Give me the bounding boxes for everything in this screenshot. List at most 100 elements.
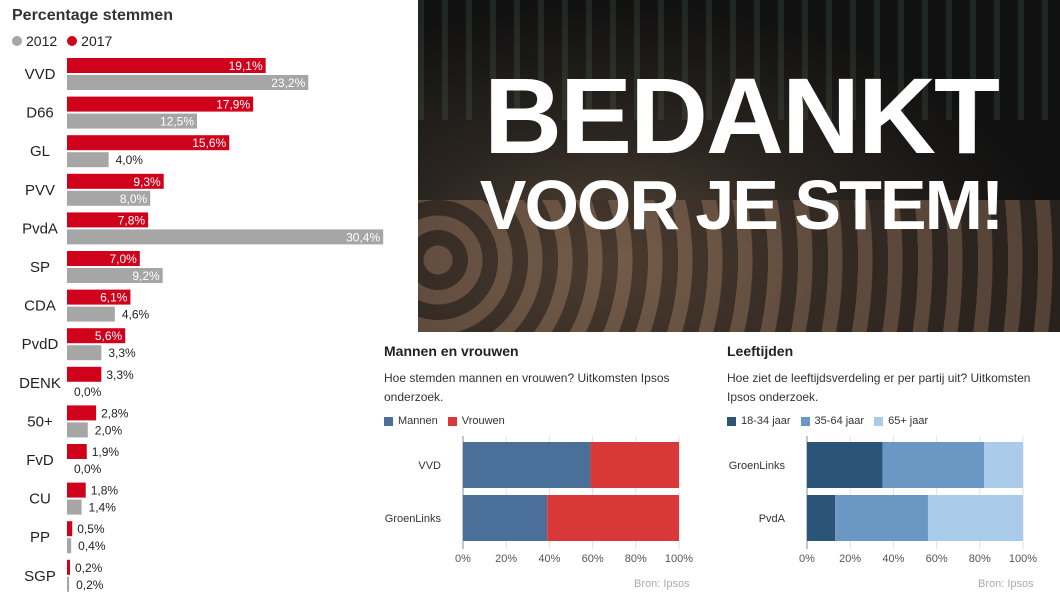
data-label-2012: 4,0% bbox=[116, 153, 144, 167]
bar-2012 bbox=[67, 499, 82, 515]
legend-swatch-65plus bbox=[874, 416, 884, 426]
data-label-2017: 7,8% bbox=[118, 213, 146, 227]
category-label: PvdA bbox=[22, 220, 58, 237]
data-label-2017: 0,5% bbox=[77, 522, 105, 536]
legend-swatch-mannen bbox=[384, 416, 393, 426]
data-label-2017: 1,8% bbox=[91, 484, 119, 498]
votes-bar-chart: VVD 19,1% 23,2% D66 17,9% 12,5% GL 15,6% 4,0% PVV… bbox=[19, 58, 384, 592]
data-label-2017: 7,0% bbox=[109, 252, 137, 266]
data-label-2012: 0,0% bbox=[74, 385, 102, 399]
crowd-photo-banner: BEDANKT VOOR JE STEM! bbox=[418, 0, 1060, 332]
stacked-segment bbox=[463, 442, 591, 488]
x-tick-label: 80% bbox=[625, 553, 647, 565]
bar-2017 bbox=[67, 366, 102, 382]
category-label: CU bbox=[29, 491, 51, 508]
category-label: GroenLinks bbox=[385, 513, 442, 525]
data-label-2017: 2,8% bbox=[101, 406, 129, 420]
data-label-2012: 23,2% bbox=[271, 76, 305, 90]
data-label-2017: 3,3% bbox=[106, 368, 134, 382]
bar-2012 bbox=[67, 306, 115, 322]
legend-item-2012: 2012 bbox=[12, 33, 57, 49]
stacked-segment bbox=[835, 495, 928, 541]
bar-2017 bbox=[67, 135, 230, 151]
category-label: VVD bbox=[25, 66, 56, 83]
legend-label-2012: 2012 bbox=[26, 33, 58, 49]
data-label-2017: 15,6% bbox=[192, 136, 226, 150]
x-tick-label: 60% bbox=[926, 553, 948, 565]
stacked-segment bbox=[463, 495, 548, 541]
bar-2017 bbox=[67, 405, 97, 421]
data-label-2017: 5,6% bbox=[95, 329, 123, 343]
category-label: VVD bbox=[418, 460, 441, 472]
bar-2012 bbox=[67, 422, 88, 438]
gender-stacked-chart: 0% 20% 40% 60% 80% 100% VVD GroenLinks bbox=[385, 436, 693, 565]
data-label-2017: 1,9% bbox=[92, 445, 120, 459]
data-label-2012: 0,4% bbox=[78, 539, 106, 553]
bar-2012 bbox=[67, 152, 109, 168]
x-tick-label: 40% bbox=[538, 553, 560, 565]
data-label-2012: 12,5% bbox=[160, 115, 194, 129]
stacked-segment bbox=[927, 495, 1023, 541]
legend-label-2017: 2017 bbox=[81, 33, 113, 49]
x-tick-label: 100% bbox=[1009, 553, 1037, 565]
category-label: CDA bbox=[24, 298, 56, 315]
data-label-2017: 19,1% bbox=[229, 59, 263, 73]
legend-swatch-vrouwen bbox=[447, 416, 457, 426]
gender-desc-line2: onderzoek. bbox=[384, 390, 444, 404]
votes-chart-panel: Percentage stemmen 2012 2017 VVD 19,1% 23,… bbox=[0, 0, 418, 596]
category-label: SGP bbox=[24, 568, 56, 585]
bar-2012 bbox=[67, 75, 309, 90]
banner-subheadline: VOOR JE STEM! bbox=[479, 166, 1004, 244]
age-desc-line1: Hoe ziet de leeftijdsverdeling er per pa… bbox=[727, 371, 1031, 385]
bar-2012 bbox=[67, 576, 70, 592]
category-label: PvdA bbox=[759, 513, 786, 525]
x-tick-label: 80% bbox=[969, 553, 991, 565]
legend-label-mannen: Mannen bbox=[398, 415, 438, 427]
legend-swatch-35-64 bbox=[800, 416, 810, 426]
bar-2017 bbox=[67, 289, 131, 305]
category-label: 50+ bbox=[27, 413, 53, 430]
x-tick-label: 20% bbox=[495, 553, 517, 565]
data-label-2012: 0,2% bbox=[76, 578, 104, 592]
stacked-segment bbox=[590, 442, 679, 488]
x-tick-label: 20% bbox=[839, 553, 861, 565]
legend-label-vrouwen: Vrouwen bbox=[461, 415, 505, 427]
data-label-2012: 1,4% bbox=[89, 501, 117, 515]
bar-2017 bbox=[67, 173, 164, 189]
data-label-2017: 17,9% bbox=[216, 98, 250, 112]
data-label-2017: 9,3% bbox=[133, 175, 161, 189]
chart-title: Percentage stemmen bbox=[12, 7, 173, 24]
category-label: PvdD bbox=[22, 336, 59, 353]
gender-title: Mannen en vrouwen bbox=[384, 343, 519, 359]
age-legend: 18-34 jaar 35-64 jaar 65+ jaar bbox=[727, 415, 928, 427]
data-label-2012: 9,2% bbox=[132, 269, 160, 283]
stage-lights bbox=[418, 0, 1060, 120]
data-label-2012: 0,0% bbox=[74, 462, 102, 476]
data-label-2012: 3,3% bbox=[108, 346, 136, 360]
gender-description: Hoe stemden mannen en vrouwen? Uitkomste… bbox=[384, 369, 670, 407]
bar-2012 bbox=[67, 345, 102, 361]
bar-2012 bbox=[67, 190, 151, 206]
gender-source: Bron: Ipsos bbox=[634, 578, 690, 590]
age-title: Leeftijden bbox=[727, 343, 794, 359]
stacked-segment bbox=[547, 495, 679, 541]
legend-label-18-34: 18-34 jaar bbox=[741, 415, 791, 427]
age-desc-line2: Ipsos onderzoek. bbox=[727, 390, 819, 404]
bar-2017 bbox=[67, 444, 87, 459]
bar-2017 bbox=[67, 559, 70, 575]
age-stacked-chart: 0% 20% 40% 60% 80% 100% GroenLinks PvdA bbox=[729, 436, 1037, 565]
bar-2017 bbox=[67, 521, 73, 537]
x-tick-label: 0% bbox=[799, 553, 815, 565]
age-source: Bron: Ipsos bbox=[978, 578, 1034, 590]
data-label-2012: 2,0% bbox=[95, 423, 123, 437]
gender-desc-line1: Hoe stemden mannen en vrouwen? Uitkomste… bbox=[384, 371, 670, 385]
crowd-image bbox=[418, 200, 1060, 332]
stacked-segment bbox=[807, 442, 883, 488]
legend-swatch-2017 bbox=[67, 36, 78, 46]
category-label: GroenLinks bbox=[729, 460, 786, 472]
stacked-segment bbox=[882, 442, 985, 488]
bar-2017 bbox=[67, 96, 254, 112]
data-label-2012: 8,0% bbox=[120, 192, 148, 206]
legend-item-2017: 2017 bbox=[67, 33, 112, 49]
stacked-segment bbox=[984, 442, 1023, 488]
